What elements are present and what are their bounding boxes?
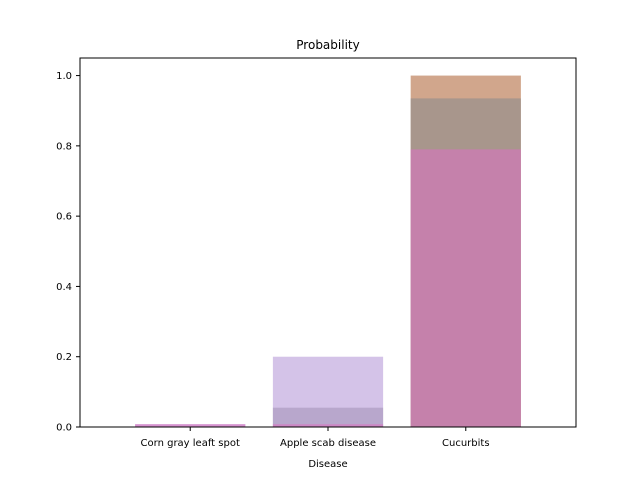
bars-group bbox=[135, 75, 521, 428]
x-axis-label: Disease bbox=[308, 459, 347, 470]
x-tick-label: Apple scab disease bbox=[280, 438, 376, 449]
y-tick-label: 0.4 bbox=[56, 282, 72, 293]
y-tick-label: 0.8 bbox=[56, 141, 72, 152]
bar-series-3-0 bbox=[135, 424, 246, 427]
y-tick-label: 0.2 bbox=[56, 352, 72, 363]
y-tick-label: 1.0 bbox=[56, 71, 72, 82]
bar-series-3-2 bbox=[410, 149, 521, 427]
bar-series-3-1 bbox=[272, 424, 384, 427]
chart-title: Probability bbox=[296, 38, 359, 52]
y-tick-label: 0.6 bbox=[56, 212, 72, 223]
y-axis-ticks: 0.0 0.2 0.4 0.6 0.8 1.0 bbox=[56, 71, 80, 434]
x-tick-label: Cucurbits bbox=[442, 438, 490, 449]
x-axis-ticks: Corn gray leaft spot Apple scab disease Cu… bbox=[141, 427, 490, 449]
y-tick-label: 0.0 bbox=[56, 423, 72, 434]
bar-series-2-1 bbox=[272, 356, 384, 427]
x-tick-label: Corn gray leaft spot bbox=[141, 438, 240, 449]
